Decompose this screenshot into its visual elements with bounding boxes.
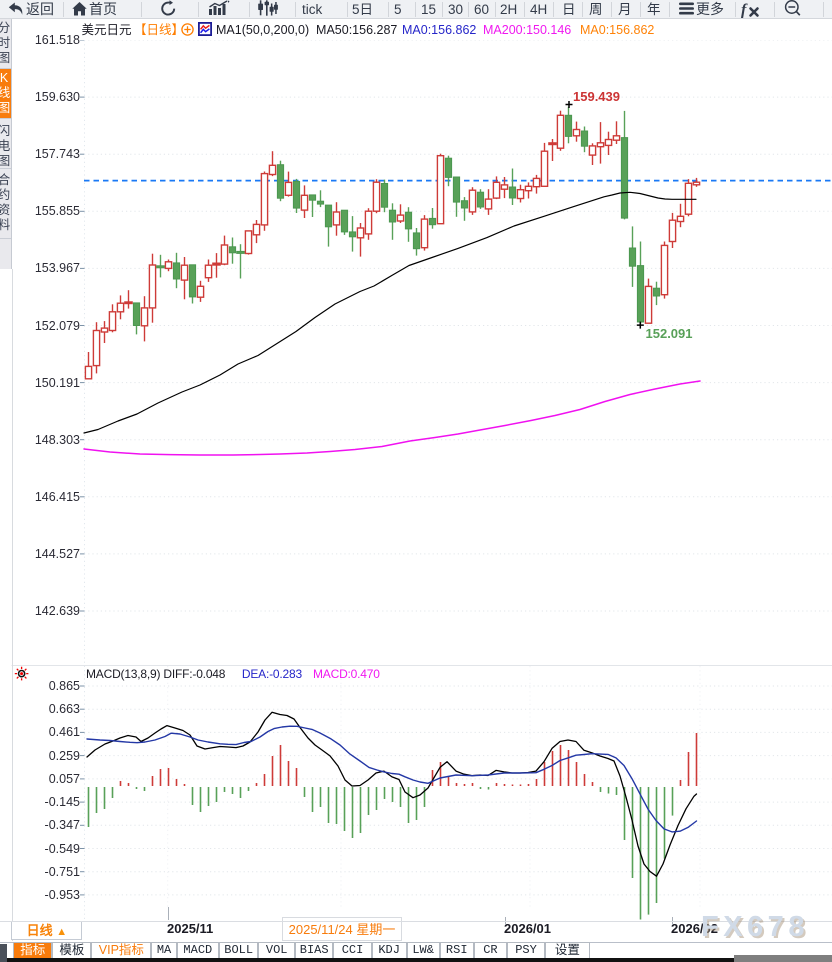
svg-text:f: f — [741, 2, 748, 19]
